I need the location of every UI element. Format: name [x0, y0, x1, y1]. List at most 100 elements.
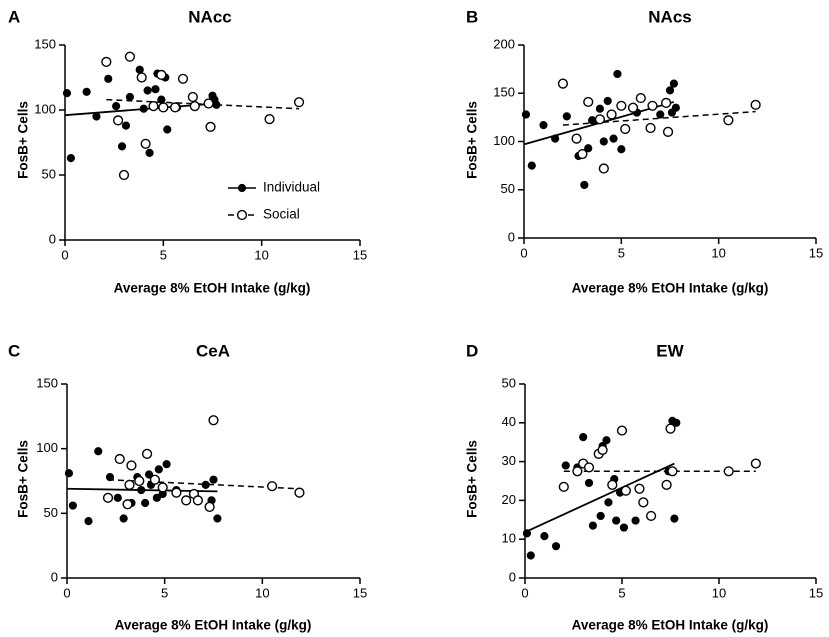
- data-point-individual: [631, 516, 640, 525]
- y-tick-label: 0: [508, 229, 515, 244]
- data-point-individual: [579, 433, 588, 442]
- data-point-individual: [671, 103, 680, 112]
- panel-d: D EW FosB+ Cells Average 8% EtOH Intake (g/…: [465, 341, 824, 632]
- data-point-social: [157, 482, 168, 493]
- data-point-individual: [612, 516, 621, 525]
- data-point-individual: [145, 148, 154, 157]
- data-point-individual: [62, 89, 72, 98]
- data-point-social: [124, 51, 135, 62]
- data-point-social: [723, 115, 734, 126]
- x-tick-label: 0: [63, 585, 70, 600]
- data-point-individual: [540, 531, 549, 541]
- data-point-individual: [141, 498, 150, 508]
- panel-letter: D: [466, 341, 478, 360]
- legend-label-individual: Individual: [263, 180, 320, 195]
- data-point-individual: [526, 551, 535, 560]
- y-tick-label: 50: [502, 375, 516, 390]
- data-point-individual: [588, 521, 598, 530]
- fit-line-individual: [524, 462, 675, 534]
- data-point-individual: [561, 461, 570, 470]
- data-point-social: [665, 423, 676, 434]
- legend: Individual Social: [228, 180, 320, 222]
- y-axis-label: FosB+ Cells: [16, 101, 31, 179]
- data-point-social: [667, 466, 678, 477]
- data-point-social: [264, 113, 275, 125]
- data-point-social: [572, 466, 583, 477]
- data-point-individual: [584, 144, 593, 153]
- data-point-social: [189, 100, 200, 112]
- data-point-social: [662, 126, 674, 137]
- panel-letter: C: [8, 341, 20, 360]
- data-point-individual: [66, 154, 76, 163]
- panel-letter: B: [466, 7, 478, 26]
- data-point-social: [112, 115, 124, 126]
- data-point-social: [723, 466, 734, 477]
- data-point-social: [148, 100, 159, 112]
- x-tick-label: 15: [353, 247, 367, 262]
- data-point-social: [594, 114, 606, 125]
- data-point-individual: [162, 460, 171, 469]
- legend-marker-individual: [237, 183, 247, 193]
- data-point-individual: [125, 92, 134, 102]
- data-point-social: [750, 99, 761, 110]
- data-point-individual: [672, 418, 681, 427]
- data-point-individual: [104, 74, 113, 83]
- data-point-individual: [602, 436, 611, 445]
- data-point-individual: [112, 102, 121, 111]
- panel-letter: A: [8, 7, 20, 26]
- y-tick-label: 10: [502, 531, 516, 546]
- fit-line-social: [106, 98, 300, 110]
- data-point-social: [607, 479, 618, 490]
- y-tick-label: 200: [493, 36, 515, 51]
- data-point-social: [616, 100, 627, 111]
- data-point-social: [294, 487, 305, 498]
- data-point-social: [141, 448, 153, 459]
- data-point-social: [149, 474, 161, 485]
- data-point-individual: [154, 465, 163, 474]
- data-point-social: [557, 78, 569, 89]
- data-point-social: [114, 453, 125, 465]
- data-point-individual: [580, 180, 589, 190]
- y-tick-label: 20: [502, 492, 516, 507]
- x-tick-label: 5: [160, 247, 167, 262]
- data-point-individual: [551, 134, 560, 143]
- panel-c: C CeA FosB+ Cells Average 8% EtOH Intake (g…: [8, 341, 367, 632]
- data-point-individual: [551, 542, 561, 551]
- data-point-individual: [670, 514, 679, 523]
- x-tick-label: 5: [618, 585, 625, 600]
- x-tick-label: 10: [712, 585, 726, 600]
- data-point-social: [750, 458, 761, 469]
- data-point-social: [136, 72, 147, 83]
- data-point-individual: [595, 104, 605, 113]
- panel-a: A NAcc FosB+ Cells Average 8% EtOH Intake (…: [8, 7, 367, 295]
- data-point-social: [101, 56, 112, 68]
- data-point-social: [583, 96, 594, 108]
- y-tick-label: 0: [51, 569, 58, 584]
- data-point-individual: [163, 125, 172, 134]
- chart-title: NAcs: [648, 7, 691, 26]
- y-tick-label: 100: [493, 133, 515, 148]
- data-point-individual: [669, 79, 678, 88]
- chart-title: CeA: [196, 341, 230, 360]
- y-tick-label: 50: [501, 181, 515, 196]
- y-axis-label: FosB+ Cells: [16, 440, 31, 518]
- data-point-social: [558, 481, 569, 492]
- data-point-social: [122, 499, 133, 510]
- data-point-social: [598, 163, 609, 174]
- data-point-social: [124, 479, 135, 490]
- data-point-individual: [604, 498, 613, 507]
- data-point-individual: [527, 161, 536, 170]
- data-point-social: [571, 133, 582, 144]
- x-tick-label: 0: [520, 245, 527, 260]
- data-point-social: [616, 425, 628, 436]
- data-point-social: [181, 495, 192, 506]
- y-tick-label: 0: [509, 569, 516, 584]
- y-tick-label: 150: [493, 85, 515, 100]
- x-tick-label: 5: [618, 245, 625, 260]
- x-axis-label: Average 8% EtOH Intake (g/kg): [572, 281, 769, 296]
- data-point-social: [635, 92, 646, 104]
- data-point-individual: [92, 112, 101, 121]
- data-point-social: [647, 100, 658, 111]
- data-point-social: [645, 122, 656, 134]
- data-point-individual: [521, 110, 531, 119]
